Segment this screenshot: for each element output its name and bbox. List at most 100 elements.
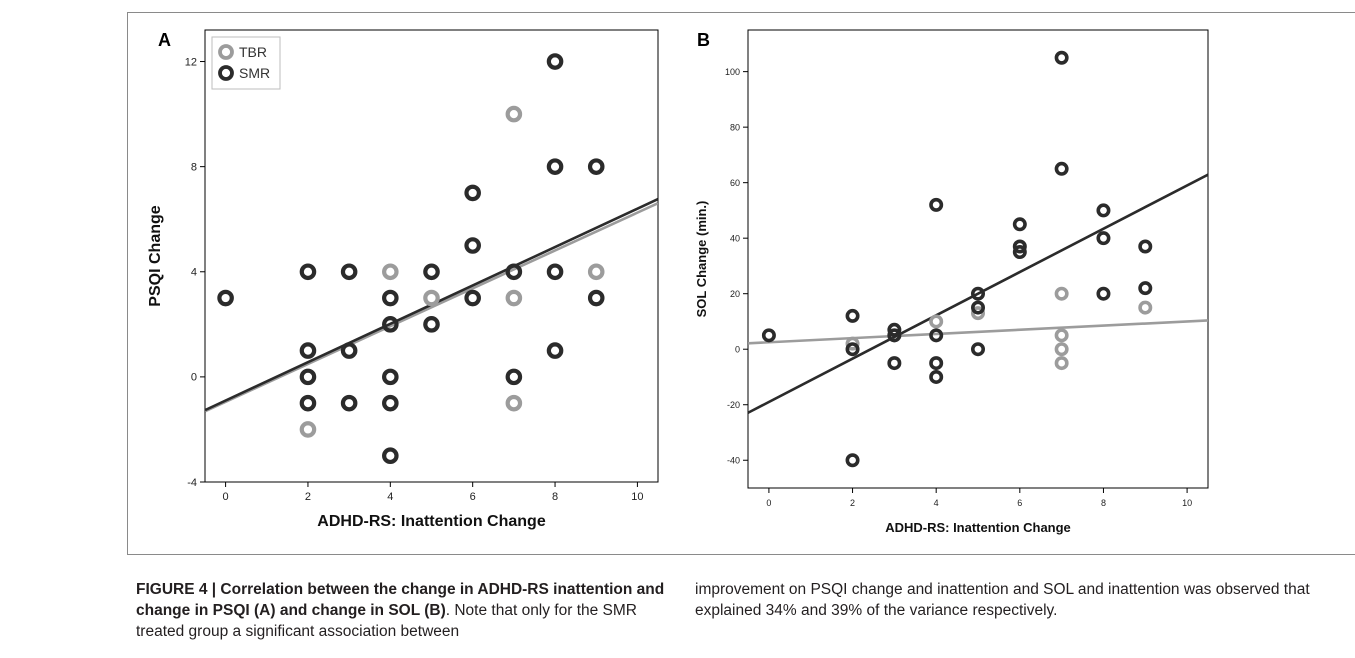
data-point-tbr-a	[382, 263, 399, 281]
y-axis-title-a: PSQI Change	[147, 205, 164, 306]
data-point-smr-b	[887, 322, 902, 337]
data-point-tbr-b	[1138, 300, 1153, 315]
y-tick-label-a: -4	[187, 477, 197, 489]
y-tick-label-a: 4	[191, 267, 197, 279]
data-point-smr-a	[546, 342, 564, 359]
fit-line-tbr-b	[748, 319, 1208, 345]
data-point-smr-a	[546, 158, 564, 175]
caption-text-right: improvement on PSQI change and inattenti…	[695, 581, 1310, 619]
data-point-smr-a	[464, 289, 481, 307]
plot-area-b	[743, 29, 1209, 493]
plot-area-a	[200, 29, 659, 487]
plot-border-b	[747, 29, 1209, 489]
data-point-smr-b	[1096, 231, 1111, 246]
x-tick-label-a: 0	[223, 491, 229, 503]
data-point-smr-a	[587, 289, 605, 307]
data-point-smr-b	[1012, 217, 1027, 232]
data-point-smr-a	[340, 342, 358, 359]
data-point-smr-a	[505, 263, 523, 281]
x-tick-label-b: 4	[934, 498, 939, 508]
data-point-smr-a	[340, 263, 358, 281]
data-point-smr-a	[546, 53, 564, 70]
legend-a: TBR SMR	[211, 36, 281, 90]
data-point-smr-b	[929, 328, 944, 343]
data-point-smr-b	[929, 369, 944, 384]
data-point-tbr-a	[587, 263, 605, 281]
y-tick-label-b: -20	[727, 400, 740, 410]
data-point-smr-a	[505, 368, 523, 386]
data-point-smr-a	[382, 368, 399, 386]
data-point-tbr-a	[505, 289, 523, 307]
legend-marker-tbr	[218, 44, 234, 60]
chart-panel-b: B 0 2 4 6 8 10 -40 -20 0 20 40 60 80 100 ADHD-RS: Inatt…	[694, 29, 1209, 535]
panel-label-b: B	[697, 30, 710, 50]
data-point-smr-b	[970, 300, 985, 315]
data-point-tbr-b	[1054, 286, 1069, 301]
data-point-smr-a	[423, 263, 440, 281]
data-point-smr-b	[1054, 50, 1069, 65]
figure-caption-right: improvement on PSQI change and inattenti…	[695, 579, 1335, 621]
data-point-smr-a	[587, 158, 605, 175]
data-point-smr-a	[382, 289, 399, 307]
x-tick-label-a: 6	[470, 491, 476, 503]
x-tick-label-b: 10	[1182, 498, 1192, 508]
panel-label-a: A	[158, 30, 171, 50]
x-tick-label-a: 8	[552, 491, 558, 503]
x-tick-label-b: 6	[1017, 498, 1022, 508]
data-point-smr-a	[423, 316, 440, 333]
data-point-smr-b	[1012, 239, 1027, 254]
data-point-tbr-b	[1054, 342, 1069, 357]
data-point-smr-b	[1012, 245, 1027, 260]
data-point-tbr-b	[845, 336, 860, 351]
x-tick-label-a: 2	[305, 491, 311, 503]
x-tick-label-a: 4	[387, 491, 393, 503]
data-point-smr-b	[887, 328, 902, 343]
data-point-smr-a	[217, 289, 234, 307]
data-point-tbr-b	[1054, 328, 1069, 343]
y-tick-label-a: 0	[191, 372, 197, 384]
data-point-smr-b	[845, 308, 860, 323]
x-tick-label-b: 8	[1101, 498, 1106, 508]
data-point-smr-a	[464, 184, 481, 202]
data-point-smr-b	[1096, 286, 1111, 301]
y-tick-label-b: 0	[735, 344, 740, 354]
data-point-tbr-b	[970, 306, 985, 321]
fit-line-tbr-a	[205, 201, 658, 413]
x-axis-title-a: ADHD-RS: Inattention Change	[317, 513, 546, 530]
figure-caption-left: FIGURE 4 | Correlation between the chang…	[136, 579, 676, 642]
data-point-tbr-a	[505, 105, 523, 123]
x-tick-label-b: 0	[766, 498, 771, 508]
plot-border-a	[204, 29, 659, 483]
data-point-smr-b	[929, 356, 944, 371]
data-point-smr-b	[761, 328, 776, 343]
data-point-smr-a	[299, 394, 317, 412]
y-tick-label-b: 40	[730, 233, 740, 243]
y-tick-label-b: 20	[730, 289, 740, 299]
data-point-tbr-a	[505, 394, 523, 412]
data-point-smr-b	[1138, 281, 1153, 296]
x-tick-label-b: 2	[850, 498, 855, 508]
data-point-smr-a	[340, 394, 358, 412]
caption-label: FIGURE 4 | Correlation between the chang…	[136, 581, 665, 619]
data-point-tbr-b	[1054, 356, 1069, 371]
data-point-smr-a	[299, 368, 317, 386]
y-tick-label-a: 8	[191, 162, 197, 174]
y-tick-label-b: 100	[725, 67, 740, 77]
chart-panel-a: A 0 2 4 6 8 10 -4 0 4 8 12 ADHD-RS: Inattention Chan…	[147, 29, 659, 530]
data-point-smr-a	[382, 316, 399, 333]
x-tick-label-a: 10	[631, 491, 643, 503]
y-tick-label-b: -40	[727, 455, 740, 465]
data-point-smr-b	[1054, 161, 1069, 176]
y-axis-title-b: SOL Change (min.)	[694, 201, 709, 318]
data-point-smr-a	[382, 447, 399, 465]
caption-text-left: . Note that only for the SMR treated gro…	[136, 602, 638, 640]
data-point-smr-b	[970, 342, 985, 357]
data-point-smr-b	[1096, 203, 1111, 218]
data-point-smr-b	[970, 286, 985, 301]
legend-label-smr: SMR	[239, 65, 270, 81]
fit-line-smr-b	[748, 173, 1208, 414]
data-point-smr-a	[464, 237, 481, 254]
data-point-smr-a	[382, 394, 399, 412]
data-point-smr-b	[929, 197, 944, 212]
legend-label-tbr: TBR	[239, 44, 267, 60]
